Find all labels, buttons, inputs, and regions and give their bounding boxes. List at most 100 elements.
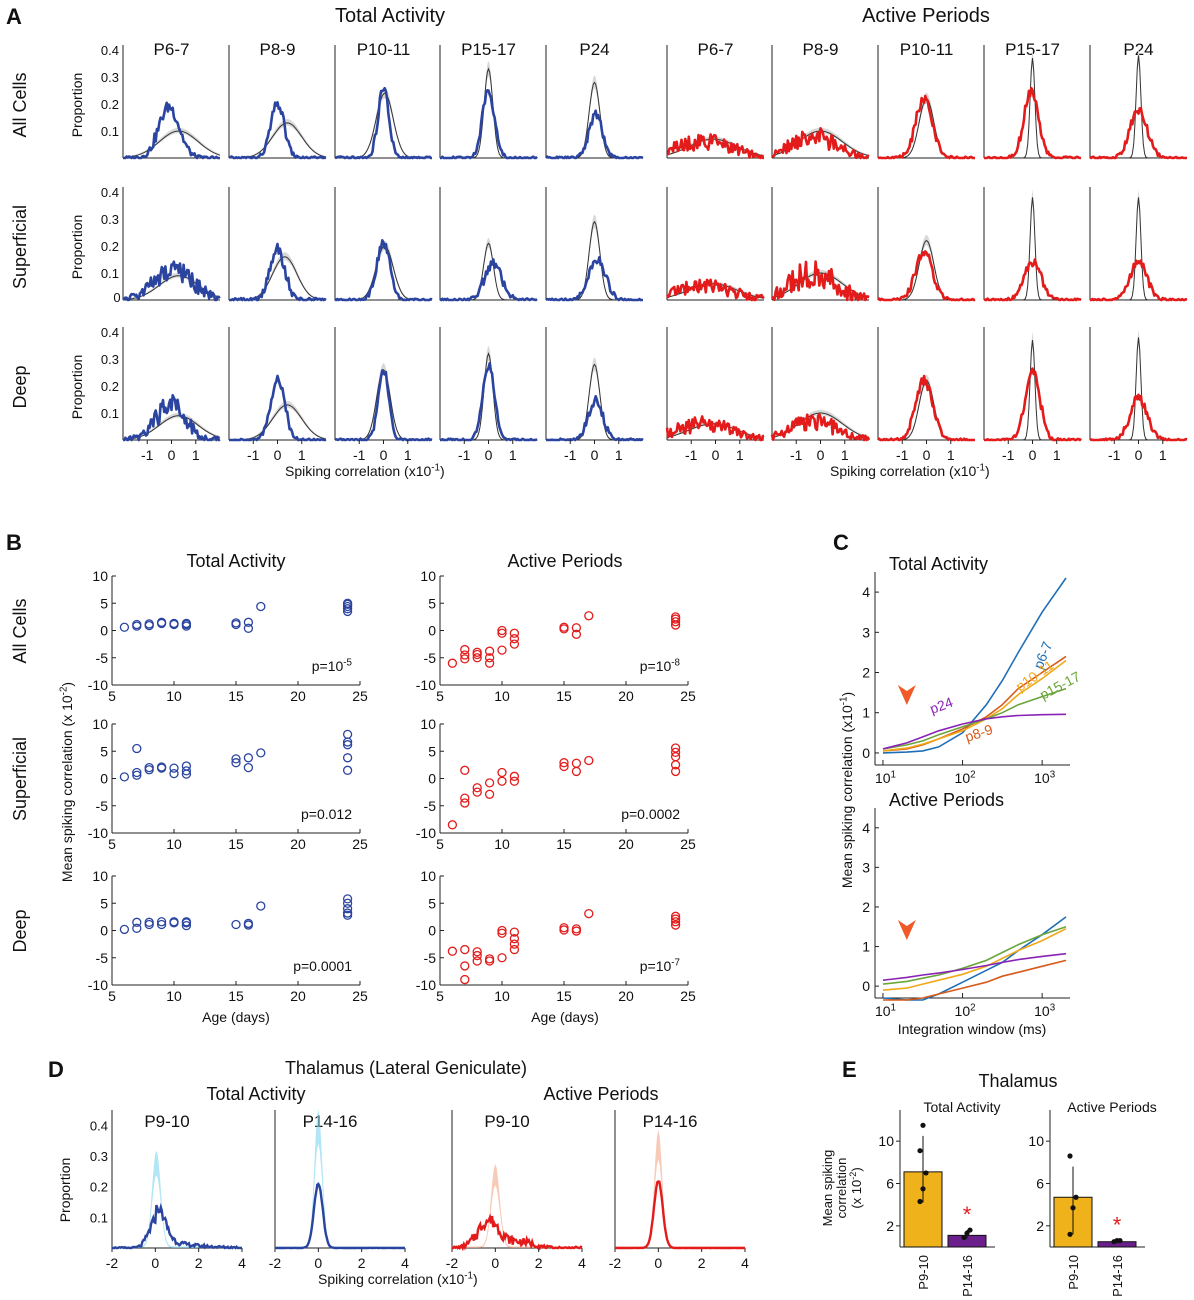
x-tick-label: 1 [192,447,200,463]
section-title: Thalamus [978,1071,1057,1091]
y-tick-label: -10 [416,677,436,693]
data-point [670,920,681,930]
data-line-blue [122,394,221,442]
y-tick-label: 0 [428,923,436,939]
subplot [665,187,765,302]
x-tick-label: 0 [817,447,825,463]
data-point [472,956,482,966]
x-tick-label: 2 [535,1255,543,1271]
y-tick-label: 4 [862,820,870,836]
label-base: p=0.0002 [621,806,680,822]
data-line-red [665,415,765,442]
label-base: p=10 [640,658,672,674]
data-point [484,789,495,799]
x-tick-label: -1 [790,447,803,463]
subplot: Total Activity 2 6 10 P9-10 P14-16 * [878,1099,1000,1297]
data-point [497,925,507,936]
x-tick-label: 25 [680,836,696,852]
y-tick-label: 0 [862,745,870,761]
y-tick-label: 0.3 [101,70,119,85]
data-line-red [877,374,976,442]
shuffle-band [229,401,326,440]
data-point [342,765,353,775]
data-line-red [1089,393,1188,442]
label-sup: -1 [976,462,985,473]
y-tick-label: 5 [428,595,436,611]
data-point [509,939,520,949]
subplot [545,187,644,302]
label-sup: -2 [848,1172,858,1180]
x-tick-label: 10 [494,836,510,852]
p-value: p=0.0002 [621,806,680,822]
p-value: p=10-5 [312,657,353,674]
p-value: p=10-7 [640,957,680,974]
subtitle: Total Activity [923,1099,1000,1115]
x-tick-label: 0 [314,1255,322,1271]
y-tick-label: 2 [1036,1218,1044,1234]
label-sup: -7 [671,957,680,968]
y-tick-label: 4 [862,584,870,600]
data-line-red [983,86,1082,160]
x-tick-label: 5 [108,688,116,704]
x-tick-label: 0 [1029,447,1037,463]
p-value: p=10-8 [640,657,681,674]
x-tick-label: 5 [436,836,444,852]
shuffle-band [123,127,220,158]
data-point [497,928,507,938]
label-base: Spiking correlation (x10 [285,463,432,479]
panel-a: Total Activity Active Periods All Cells Pro… [10,5,1188,479]
data-point [670,612,681,622]
label-base: p=0.012 [301,806,352,822]
arrow-marker [897,920,916,940]
label-sup: 3 [1050,1002,1056,1013]
y-tick-label: 6 [886,1176,894,1192]
data-point [256,601,266,612]
x-tick-label: 10 [166,836,182,852]
y-axis-label: Proportion [69,215,85,280]
y-axis-label: Proportion [69,73,85,138]
x-tick-label: 5 [436,688,444,704]
y-tick-label: 0.1 [101,124,119,139]
data-point [497,767,507,778]
label-base: Spiking correlation (x10 [830,463,977,479]
age-title: P6-7 [154,40,190,59]
data-dot [1067,1231,1073,1237]
label-sup: 1 [891,1002,896,1013]
data-point [181,618,192,629]
y-axis-label: Proportion [69,355,85,420]
label-base: p=10 [640,958,672,974]
data-point [460,650,470,660]
p-value: p=0.012 [301,806,352,822]
x-tick-label: 1 [1159,447,1167,463]
data-point [484,954,495,964]
x-tick-label: -2 [269,1255,282,1271]
data-point [144,917,154,927]
data-line [274,1182,406,1250]
x-tick-label: 0 [151,1255,159,1271]
age-title: P8-9 [803,40,839,59]
x-tick-label: 15 [556,688,572,704]
data-point [132,619,142,630]
data-point [460,798,470,808]
label-base: 10 [955,1003,971,1019]
subplot: P14-16 -2 0 2 4 [269,1109,409,1271]
subplot: P24 [1089,40,1188,160]
x-tick-label: 10 [166,688,182,704]
label-base: 10 [875,770,891,786]
y-tick-label: 2 [862,665,870,681]
y-tick-label: 10 [878,1133,894,1149]
y-axis-label: Mean spiking correlation (x 10-2) [58,682,75,882]
x-tick-label: 1 [509,447,517,463]
x-axis-label: Spiking correlation (x10-1) [318,1270,478,1287]
data-point [670,617,681,627]
age-title: P9-10 [484,1112,529,1131]
data-line-blue [228,242,327,302]
data-point [243,753,254,763]
age-title: P10-11 [357,40,411,59]
data-line-blue [334,86,433,160]
y-tick-label: 2 [862,899,870,915]
data-line-blue [439,89,538,160]
data-point [484,653,495,663]
